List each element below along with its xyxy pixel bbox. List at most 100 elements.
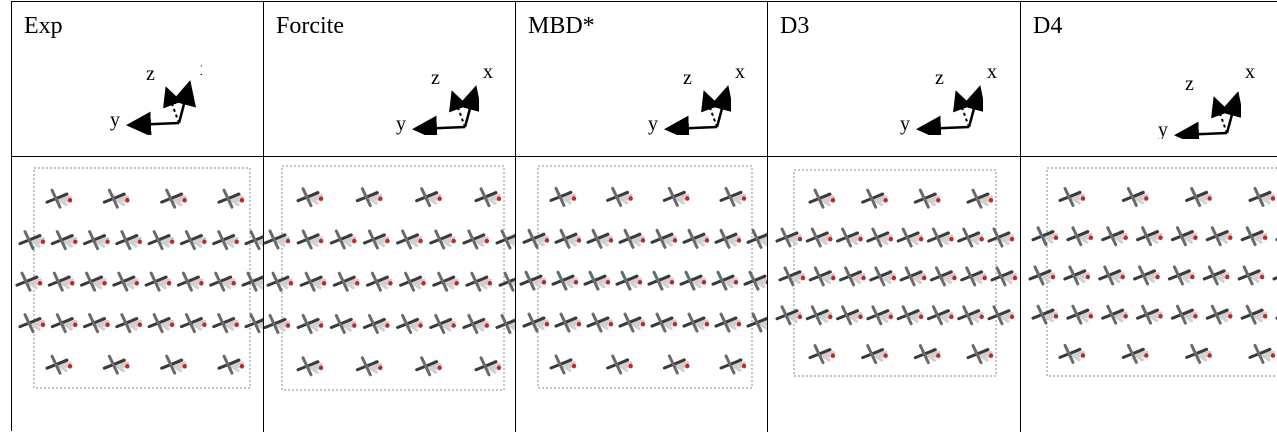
molecule (179, 230, 207, 251)
molecule (913, 344, 941, 365)
molecule (775, 227, 803, 248)
molecule (714, 228, 742, 249)
molecule (618, 228, 646, 249)
molecule (778, 266, 806, 287)
header-cell-d3: D3 y z x (768, 2, 1020, 157)
molecule (1136, 304, 1163, 325)
axis-label-x: x (735, 61, 745, 83)
molecule (1240, 226, 1268, 247)
molecule (1237, 265, 1265, 286)
molecule (987, 305, 1015, 326)
unit-cell-box (281, 165, 505, 391)
axis-label-x: x (987, 61, 997, 83)
molecule (586, 228, 614, 249)
molecule (332, 271, 360, 292)
molecule (18, 313, 46, 334)
molecule (960, 266, 987, 287)
molecule (966, 344, 994, 365)
molecule (296, 356, 324, 377)
header-cell-exp: Exp x y z (12, 2, 263, 157)
molecule (462, 313, 490, 334)
molecule (896, 305, 924, 326)
molecule (662, 186, 690, 207)
molecule (396, 229, 423, 250)
molecule (396, 313, 423, 334)
molecule (296, 313, 324, 334)
axis-label-x: x (1245, 61, 1255, 83)
molecule (415, 187, 442, 208)
molecule (913, 188, 941, 209)
molecule (1185, 186, 1212, 207)
molecule (551, 270, 579, 291)
molecule (899, 266, 927, 287)
molecule (1133, 265, 1160, 286)
molecule (212, 313, 239, 334)
molecule (522, 312, 550, 333)
molecule (362, 229, 390, 250)
molecule (1031, 304, 1059, 325)
axis-triad-forcite: y z x (369, 50, 493, 141)
molecule (80, 271, 107, 292)
molecule (775, 305, 803, 326)
molecule (329, 229, 357, 250)
molecule (839, 266, 866, 287)
molecule (682, 228, 710, 249)
molecule (554, 228, 582, 249)
molecule (415, 356, 442, 377)
molecule (647, 270, 675, 291)
molecule (355, 356, 383, 377)
molecule (102, 354, 130, 375)
molecule (746, 228, 774, 249)
axis-label-z: z (431, 67, 440, 89)
molecule (808, 188, 836, 209)
crystal-structure-comparison-figure: Exp x y z Forcite (11, 1, 1277, 432)
molecule (836, 227, 863, 248)
molecule (465, 271, 493, 292)
molecule (746, 312, 774, 333)
molecule (83, 313, 110, 334)
structure-image-d3 (768, 158, 1020, 432)
molecule (1136, 226, 1163, 247)
header-cell-mbd: MBD* y z x (516, 2, 767, 157)
axis-label-y: y (648, 113, 658, 135)
molecule (296, 229, 324, 250)
molecule (1058, 343, 1086, 364)
molecule (217, 354, 245, 375)
column-d3: D3 y z x (768, 2, 1021, 432)
molecule (160, 188, 187, 209)
molecule (719, 354, 747, 375)
molecule (606, 354, 633, 375)
column-exp: Exp x y z (12, 2, 272, 432)
axis-label-y: y (1158, 119, 1168, 139)
method-label-forcite: Forcite (276, 13, 344, 39)
molecule (495, 229, 523, 250)
molecule (263, 313, 291, 334)
molecule (1185, 343, 1212, 364)
column-forcite: Forcite y z x (263, 2, 526, 432)
molecule (866, 305, 894, 326)
molecule (45, 188, 73, 209)
molecule (102, 188, 130, 209)
molecule (209, 271, 236, 292)
structure-image-d4 (1021, 158, 1277, 432)
molecule (606, 186, 633, 207)
axis-label-y: y (110, 109, 120, 131)
molecule (554, 312, 582, 333)
molecule (957, 227, 984, 248)
molecule (1121, 186, 1149, 207)
molecule (650, 228, 678, 249)
axis-triad-d4: y z x (1131, 54, 1255, 147)
molecule (429, 313, 456, 334)
molecule (462, 229, 490, 250)
structure-image-mbd (516, 158, 774, 432)
molecule (498, 271, 526, 292)
molecule (896, 227, 924, 248)
molecule (1205, 304, 1233, 325)
molecule (474, 356, 502, 377)
molecule (495, 313, 523, 334)
method-label-mbd: MBD* (528, 13, 595, 39)
method-label-d4: D4 (1033, 13, 1063, 39)
molecule (1121, 343, 1149, 364)
structure-image-exp (12, 158, 272, 432)
molecule (244, 313, 272, 334)
